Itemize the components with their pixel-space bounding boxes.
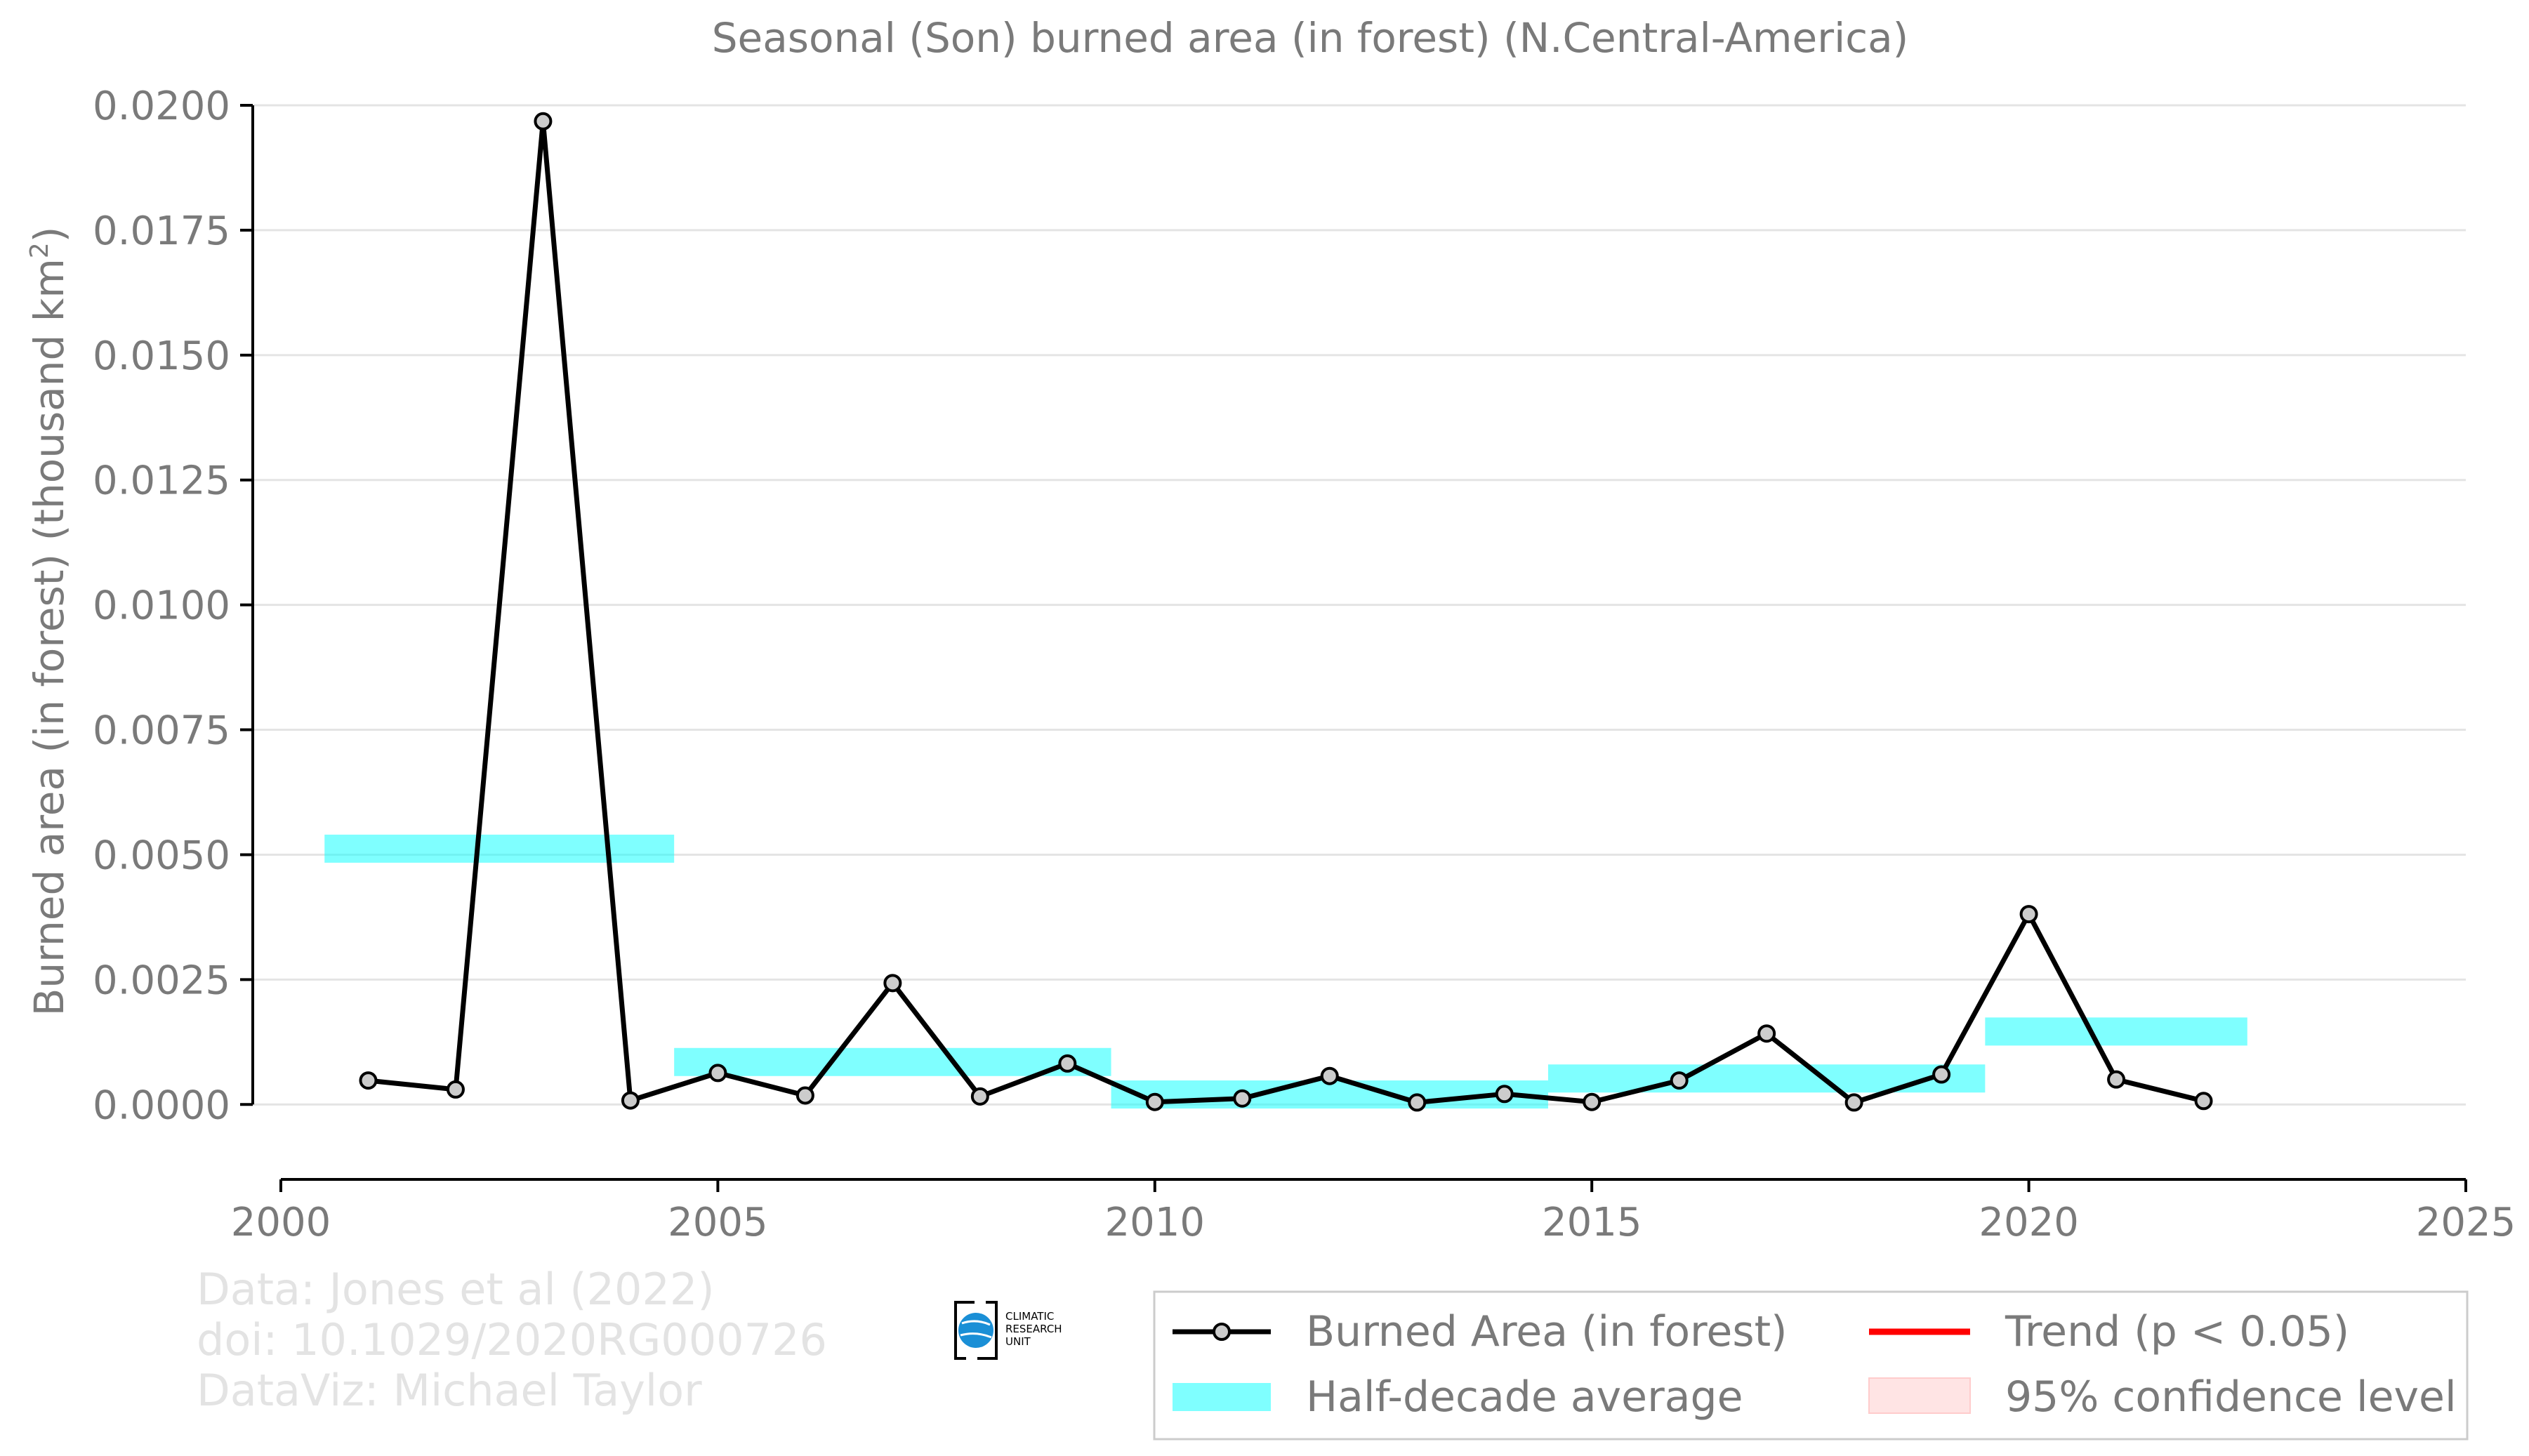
y-tick-label-8: 0.0200 <box>93 84 230 129</box>
data-point-2004 <box>621 1091 640 1110</box>
series-line-0 <box>368 119 2205 1105</box>
data-point-2008 <box>970 1087 989 1106</box>
x-tick-label-4: 2020 <box>1979 1200 2079 1245</box>
data-point-2011 <box>1233 1089 1252 1108</box>
half-decade-bar-1 <box>674 1047 1111 1076</box>
legend-box <box>1153 1290 2469 1441</box>
axes: 0.0000 0.0025 0.0050 0.0075 0.0100 0.0125 0.01… <box>93 84 2516 1245</box>
burned-area-series <box>359 112 2213 1112</box>
data-point-2006 <box>795 1086 814 1105</box>
data-point-2015 <box>1583 1092 1602 1111</box>
x-tick-label-2: 2010 <box>1105 1200 1206 1245</box>
y-tick-label-1: 0.0025 <box>93 958 230 1003</box>
data-point-2016 <box>1670 1071 1689 1090</box>
legend-confidence-swatch <box>1868 1377 1971 1414</box>
cru-logo: CLIMATIC RESEARCH UNIT <box>954 1301 1062 1360</box>
data-point-2002 <box>446 1080 465 1099</box>
logo-text-line-1: CLIMATIC <box>1005 1310 1054 1323</box>
globe-icon <box>958 1313 993 1348</box>
half-decade-bar-3 <box>1547 1064 1986 1093</box>
data-point-2009 <box>1058 1054 1077 1073</box>
y-tick-label-0: 0.0000 <box>93 1083 230 1128</box>
legend-burned-area-label: Burned Area (in forest) <box>1306 1307 1788 1356</box>
data-point-2022 <box>2194 1092 2213 1111</box>
data-point-2013 <box>1408 1093 1427 1112</box>
logo-text-line-2: RESEARCH <box>1005 1323 1062 1335</box>
data-point-2018 <box>1844 1093 1863 1112</box>
credit-dataviz: DataViz: Michael Taylor <box>197 1365 702 1416</box>
half-decade-bar-0 <box>324 834 675 863</box>
chart-title: Seasonal (Son) burned area (in forest) (… <box>712 14 1909 62</box>
x-tick-label-1: 2005 <box>668 1200 768 1245</box>
y-tick-label-2: 0.0050 <box>93 833 230 878</box>
data-point-2007 <box>883 974 902 993</box>
legend: Burned Area (in forest) Trend (p < 0.05)… <box>1153 1290 2469 1441</box>
credit-doi: doi: 10.1029/2020RG000726 <box>197 1314 827 1365</box>
y-axis-label: Burned area (in forest) (thousand km2) <box>25 227 73 1017</box>
half-decade-bar-4 <box>1985 1017 2247 1046</box>
credit-data-source: Data: Jones et al (2022) <box>197 1264 715 1315</box>
y-tick-label-4: 0.0100 <box>93 583 230 629</box>
data-point-2020 <box>2019 905 2038 924</box>
y-tick-label-3: 0.0075 <box>93 708 230 754</box>
data-point-2014 <box>1495 1085 1514 1104</box>
data-credits: Data: Jones et al (2022) doi: 10.1029/20… <box>197 1264 827 1416</box>
data-point-2010 <box>1145 1092 1164 1111</box>
half-decade-average-bands <box>324 834 2247 1109</box>
x-tick-label-3: 2015 <box>1542 1200 1642 1245</box>
y-tick-label-5: 0.0125 <box>93 458 230 504</box>
data-point-2001 <box>359 1071 378 1090</box>
legend-half-decade-swatch <box>1173 1383 1271 1411</box>
y-axis-label-main: Burned area (in forest) (thousand km <box>25 258 73 1016</box>
legend-trend-label: Trend (p < 0.05) <box>2005 1307 2349 1356</box>
legend-confidence-label: 95% confidence level <box>2005 1372 2457 1422</box>
legend-half-decade-label: Half-decade average <box>1306 1372 1743 1422</box>
logo-text-line-3: UNIT <box>1005 1335 1031 1348</box>
legend-burned-area-marker <box>1213 1323 1231 1341</box>
data-point-2005 <box>708 1064 727 1083</box>
x-tick-label-5: 2025 <box>2416 1200 2516 1245</box>
data-point-2017 <box>1757 1024 1776 1043</box>
y-tick-label-7: 0.0175 <box>93 209 230 254</box>
y-axis-label-end: ) <box>25 227 73 243</box>
data-point-2003 <box>534 112 553 131</box>
y-tick-label-6: 0.0150 <box>93 333 230 379</box>
data-point-2012 <box>1320 1066 1339 1085</box>
y-axis-label-superscript: 2 <box>25 242 54 258</box>
data-point-2021 <box>2107 1070 2126 1089</box>
x-tick-label-0: 2000 <box>231 1200 331 1245</box>
data-point-2019 <box>1932 1065 1951 1084</box>
